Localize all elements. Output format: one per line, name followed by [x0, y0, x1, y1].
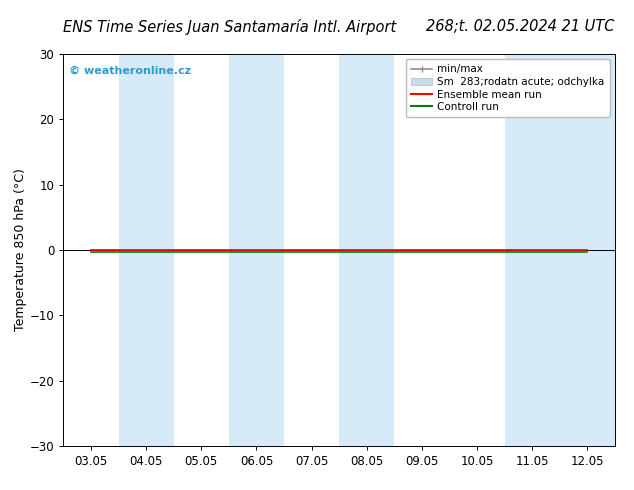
Legend: min/max, Sm  283;rodatn acute; odchylka, Ensemble mean run, Controll run: min/max, Sm 283;rodatn acute; odchylka, … — [406, 59, 610, 117]
Bar — [229, 54, 284, 446]
Bar — [560, 54, 615, 446]
Text: ENS Time Series Juan Santamaría Intl. Airport: ENS Time Series Juan Santamaría Intl. Ai… — [63, 19, 397, 35]
Text: © weatheronline.cz: © weatheronline.cz — [69, 66, 191, 75]
Bar — [339, 54, 394, 446]
Bar — [119, 54, 174, 446]
Y-axis label: Temperature 850 hPa (°C): Temperature 850 hPa (°C) — [14, 169, 27, 331]
Bar — [505, 54, 560, 446]
Text: 268;t. 02.05.2024 21 UTC: 268;t. 02.05.2024 21 UTC — [427, 20, 615, 34]
